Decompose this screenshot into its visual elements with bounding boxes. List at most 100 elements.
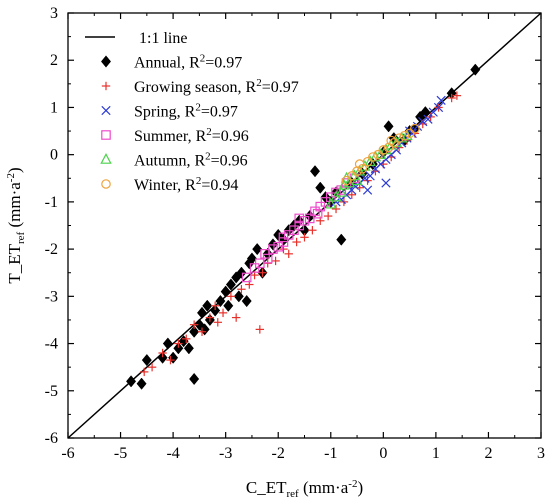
x-tick-label: -2 (272, 445, 285, 462)
data-point (389, 138, 399, 148)
data-points-layer (126, 63, 481, 390)
legend-marker (100, 153, 112, 164)
data-point (315, 181, 326, 194)
data-point (189, 325, 200, 338)
data-point (258, 268, 267, 277)
y-axis-label: T_ETref (mm·a-2) (5, 167, 27, 283)
y-tick-label: -5 (45, 383, 58, 400)
data-point (271, 256, 280, 266)
data-point (202, 299, 213, 312)
data-point (241, 272, 252, 283)
y-tick-label: 0 (50, 147, 58, 164)
x-tick-label: 0 (379, 445, 387, 462)
series-square (241, 173, 360, 283)
legend-marker (101, 105, 111, 116)
series-circle (341, 123, 420, 186)
data-point (255, 325, 265, 334)
data-point (223, 299, 234, 312)
data-point (368, 152, 378, 162)
data-point (312, 208, 323, 219)
y-tick-label: -4 (45, 336, 58, 353)
legend-label-reference-line: 1:1 line (139, 30, 187, 47)
data-point (418, 116, 428, 127)
data-point (174, 339, 183, 348)
x-tick-label: -3 (219, 445, 232, 462)
data-point (452, 91, 462, 100)
data-point (386, 135, 397, 146)
data-point (284, 249, 293, 259)
data-point (210, 301, 220, 310)
data-point (335, 185, 347, 197)
data-point (470, 63, 481, 76)
x-tick-label: -1 (324, 445, 337, 462)
y-tick-label: 1 (50, 99, 58, 116)
data-point (362, 185, 373, 195)
data-point (215, 294, 226, 308)
legend-marker (101, 179, 111, 189)
data-point (213, 318, 222, 327)
data-point (197, 327, 207, 336)
data-point (436, 95, 446, 105)
data-point (126, 375, 137, 388)
data-point (182, 334, 191, 344)
data-point (351, 174, 363, 185)
data-point (141, 353, 152, 367)
x-tick-label: 1 (432, 445, 440, 462)
data-point (210, 304, 221, 317)
data-point (346, 171, 357, 181)
axes-layer: -6 -5 -4 -3 -2 -1 0 1 2 3 -6 -5 -4 -3 -2 -1 0 1 2 3 (45, 5, 545, 462)
data-point (331, 204, 341, 214)
data-point (233, 290, 244, 303)
data-point (278, 237, 289, 247)
data-point (399, 130, 410, 141)
data-point (157, 351, 168, 364)
x-axis-label: C_ETref (mm·a-2) (246, 478, 363, 500)
legend: 1:1 line Annual, R2=0.97 Growing season, R… (85, 30, 299, 194)
data-point (300, 233, 309, 242)
y-tick-label: -1 (45, 194, 58, 211)
data-point (196, 306, 208, 319)
data-point (205, 313, 215, 322)
y-tick-label: -2 (45, 241, 58, 258)
data-point (420, 106, 431, 119)
data-point (268, 244, 278, 254)
data-point (225, 278, 236, 291)
data-point (341, 175, 352, 186)
legend-label: Winter, R2=0.94 (134, 175, 238, 194)
legend-marker (101, 81, 111, 91)
data-point (136, 377, 147, 390)
data-point (189, 320, 199, 329)
x-tick-label: -6 (61, 445, 74, 462)
data-point (365, 171, 375, 181)
data-point (308, 226, 317, 235)
data-point (189, 372, 200, 386)
y-tick-label: 3 (50, 5, 58, 22)
data-point (325, 197, 337, 209)
data-point (183, 342, 194, 355)
x-tick-label: 3 (537, 445, 545, 462)
data-point (140, 367, 149, 377)
legend-label: Summer, R2=0.96 (134, 126, 249, 145)
data-point (373, 149, 383, 160)
data-point (433, 102, 444, 113)
legend-marker (101, 130, 111, 140)
data-point (168, 351, 179, 364)
data-point (231, 313, 241, 322)
data-point (147, 362, 157, 372)
y-tick-label: 2 (50, 52, 58, 69)
data-point (237, 285, 246, 294)
data-point (236, 266, 247, 279)
data-point (226, 292, 236, 301)
data-point (378, 145, 389, 155)
y-tick-label: -3 (45, 288, 58, 305)
x-tick-label: -4 (166, 445, 179, 462)
data-point (423, 114, 433, 124)
x-tick-label: 2 (484, 445, 492, 462)
data-point (354, 159, 365, 169)
data-point (241, 294, 252, 308)
data-point (166, 355, 175, 365)
data-point (347, 190, 356, 200)
data-point (292, 237, 301, 247)
data-point (158, 348, 167, 358)
